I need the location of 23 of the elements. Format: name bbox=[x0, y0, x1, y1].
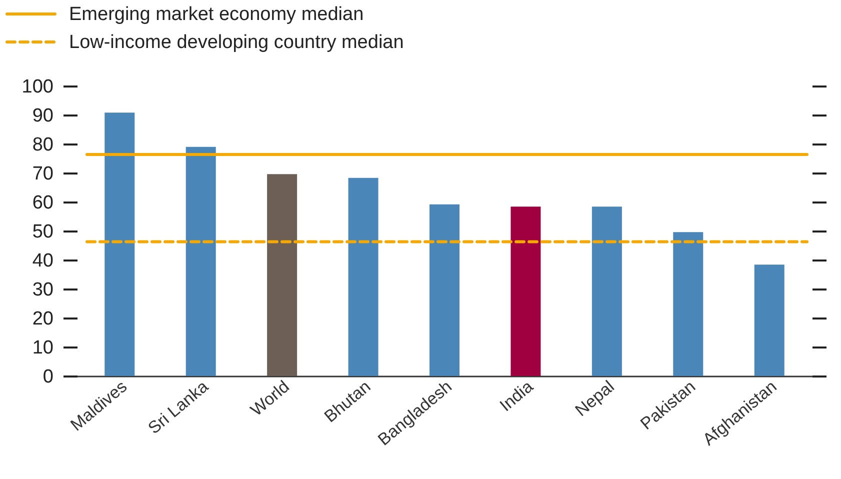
bar bbox=[348, 178, 378, 376]
y-tick-label: 0 bbox=[42, 366, 54, 388]
y-tick-label: 80 bbox=[32, 134, 54, 156]
y-tick-label: 70 bbox=[32, 164, 54, 184]
bar bbox=[430, 204, 460, 376]
y-tick-label: 40 bbox=[32, 250, 54, 272]
bar bbox=[186, 146, 216, 376]
y-tick-label: 10 bbox=[32, 338, 54, 358]
y-tick-label: 100 bbox=[22, 76, 54, 98]
bar bbox=[592, 206, 622, 376]
bar bbox=[104, 112, 135, 376]
bar bbox=[673, 232, 704, 376]
x-tick-label: India bbox=[496, 376, 538, 416]
y-tick-label: 90 bbox=[32, 106, 54, 126]
y-tick-label: 30 bbox=[32, 280, 54, 300]
bar bbox=[510, 206, 541, 376]
legend-label: Emerging market economy median bbox=[69, 4, 364, 25]
y-tick-label: 20 bbox=[32, 308, 54, 330]
y-tick-label: 50 bbox=[32, 222, 54, 242]
bar bbox=[267, 174, 298, 376]
bar bbox=[754, 264, 784, 376]
legend-label: Low-income developing country median bbox=[69, 32, 404, 53]
y-tick-label: 60 bbox=[32, 192, 54, 214]
